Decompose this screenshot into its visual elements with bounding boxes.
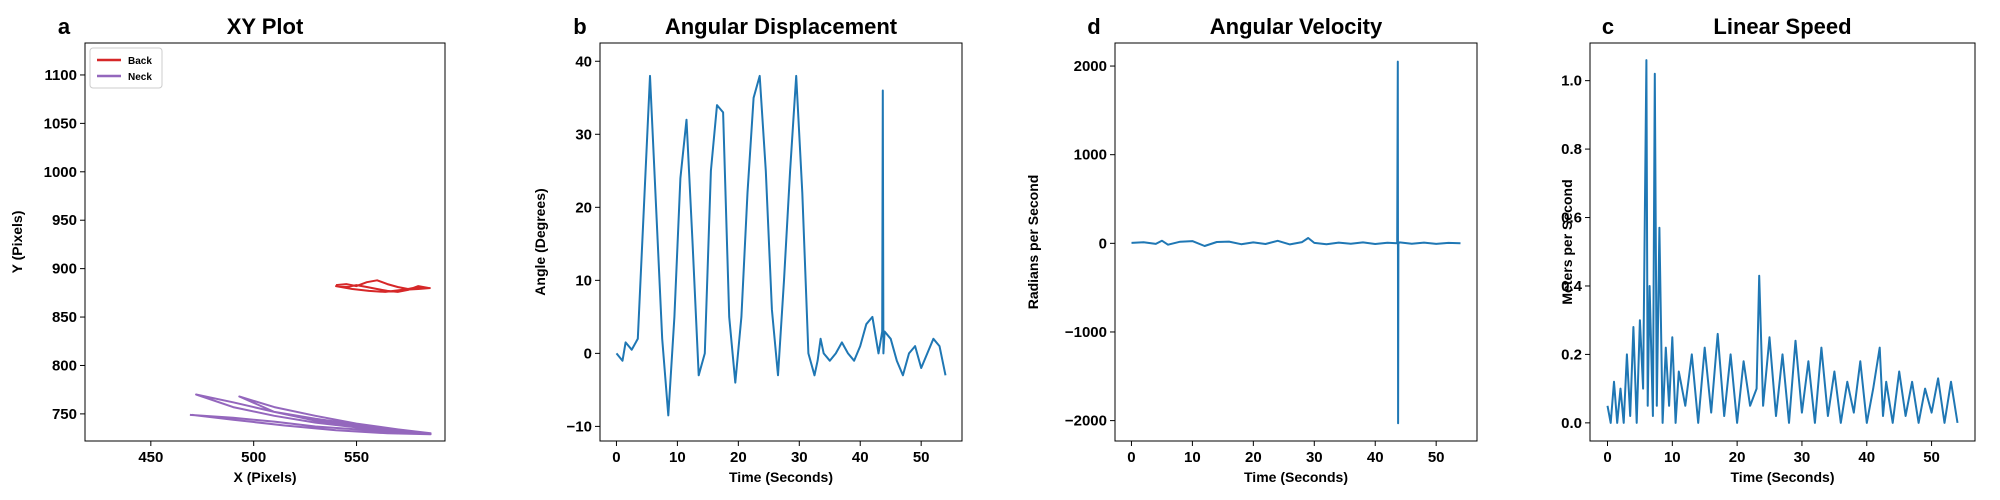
chart-title: Linear Speed	[1713, 14, 1851, 39]
y-tick-label: 0.8	[1561, 141, 1582, 158]
x-tick-label: 0	[1603, 449, 1611, 466]
y-tick-label: 10	[575, 272, 592, 289]
x-axis-label: Time (Seconds)	[729, 469, 833, 485]
x-tick-label: 0	[612, 449, 620, 466]
series-line-0	[1131, 60, 1461, 425]
plot-frame	[1114, 42, 1478, 442]
x-tick-label: 40	[852, 449, 869, 466]
x-tick-label: 50	[1428, 449, 1445, 466]
x-axis-label: Time (Seconds)	[1731, 469, 1835, 485]
x-tick-label: 40	[1858, 449, 1875, 466]
panel-label: c	[1602, 14, 1614, 39]
x-axis-label: Time (Seconds)	[1244, 469, 1348, 485]
chart-title: XY Plot	[227, 14, 304, 39]
x-tick-label: 20	[730, 449, 747, 466]
panel-c: 0 10 20 30 40 50 0.0 0.2 0.4 0.6 0.8 1.0 Linear Spee…	[1559, 14, 1976, 485]
y-axis-label: Radians per Second	[1025, 175, 1041, 310]
plot-frame	[599, 42, 963, 442]
y-tick-label: 1.0	[1561, 73, 1582, 90]
plot-frame	[1589, 42, 1976, 442]
y-tick-label: 1000	[44, 164, 77, 181]
y-tick-label: 950	[52, 212, 77, 229]
y-tick-label: 900	[52, 261, 77, 278]
y-tick-label: 0	[1099, 235, 1107, 252]
y-tick-label: 0.6	[1561, 210, 1582, 227]
y-tick-label: 30	[575, 126, 592, 143]
legend-box	[89, 47, 163, 89]
plot-frame	[84, 42, 446, 442]
chart-title: Angular Displacement	[665, 14, 898, 39]
y-tick-label: 40	[575, 53, 592, 70]
y-tick-label: −1000	[1065, 324, 1107, 341]
y-tick-label: 0	[584, 345, 592, 362]
panel-a: 450 500 550 750 800 850 900 950 1000 1050 1100 XY P…	[9, 14, 446, 485]
x-tick-label: 10	[1184, 449, 1201, 466]
y-tick-label: 2000	[1074, 58, 1107, 75]
x-tick-label: 50	[1923, 449, 1940, 466]
series-line-0	[1606, 59, 1959, 424]
x-tick-label: 40	[1367, 449, 1384, 466]
y-tick-label: 850	[52, 309, 77, 326]
x-tick-label: 550	[344, 449, 369, 466]
x-tick-label: 30	[1794, 449, 1811, 466]
x-tick-label: 20	[1245, 449, 1262, 466]
y-tick-label: 1000	[1074, 147, 1107, 164]
panel-label: d	[1087, 14, 1100, 39]
y-axis-label: Y (Pixels)	[9, 211, 25, 274]
y-tick-label: 1050	[44, 115, 77, 132]
panel-b: 0 10 20 30 40 50 −10 0 10 20 30 40 Angular Displacem…	[532, 14, 963, 485]
y-tick-label: 1100	[44, 67, 77, 84]
chart-title: Angular Velocity	[1210, 14, 1383, 39]
y-tick-label: 0.2	[1561, 346, 1582, 363]
x-tick-label: 10	[1664, 449, 1681, 466]
panel-label: a	[58, 14, 71, 39]
x-tick-label: 450	[138, 449, 163, 466]
x-tick-label: 10	[669, 449, 686, 466]
y-tick-label: 750	[52, 406, 77, 423]
legend: Back Neck	[89, 47, 163, 89]
series-line-0	[615, 74, 947, 417]
y-axis-label: Meters per Second	[1559, 179, 1575, 304]
x-tick-label: 20	[1729, 449, 1746, 466]
series-line-back	[335, 279, 431, 293]
legend-label: Neck	[128, 72, 152, 83]
y-axis-label: Angle (Degrees)	[532, 188, 548, 295]
legend-label: Back	[128, 56, 152, 67]
panel-d: 0 10 20 30 40 50 −2000 −1000 0 1000 2000 Angular Ve…	[1025, 14, 1478, 485]
series-line-neck	[189, 393, 432, 436]
panel-label: b	[573, 14, 586, 39]
y-tick-label: 0.0	[1561, 415, 1582, 432]
y-tick-label: 800	[52, 357, 77, 374]
y-tick-label: −2000	[1065, 413, 1107, 430]
x-tick-label: 500	[241, 449, 266, 466]
x-tick-label: 30	[1306, 449, 1323, 466]
y-tick-label: 20	[575, 199, 592, 216]
x-axis-label: X (Pixels)	[233, 469, 296, 485]
x-tick-label: 30	[791, 449, 808, 466]
y-tick-label: 0.4	[1561, 278, 1583, 295]
x-tick-label: 0	[1127, 449, 1135, 466]
x-tick-label: 50	[913, 449, 930, 466]
y-tick-label: −10	[567, 418, 592, 435]
